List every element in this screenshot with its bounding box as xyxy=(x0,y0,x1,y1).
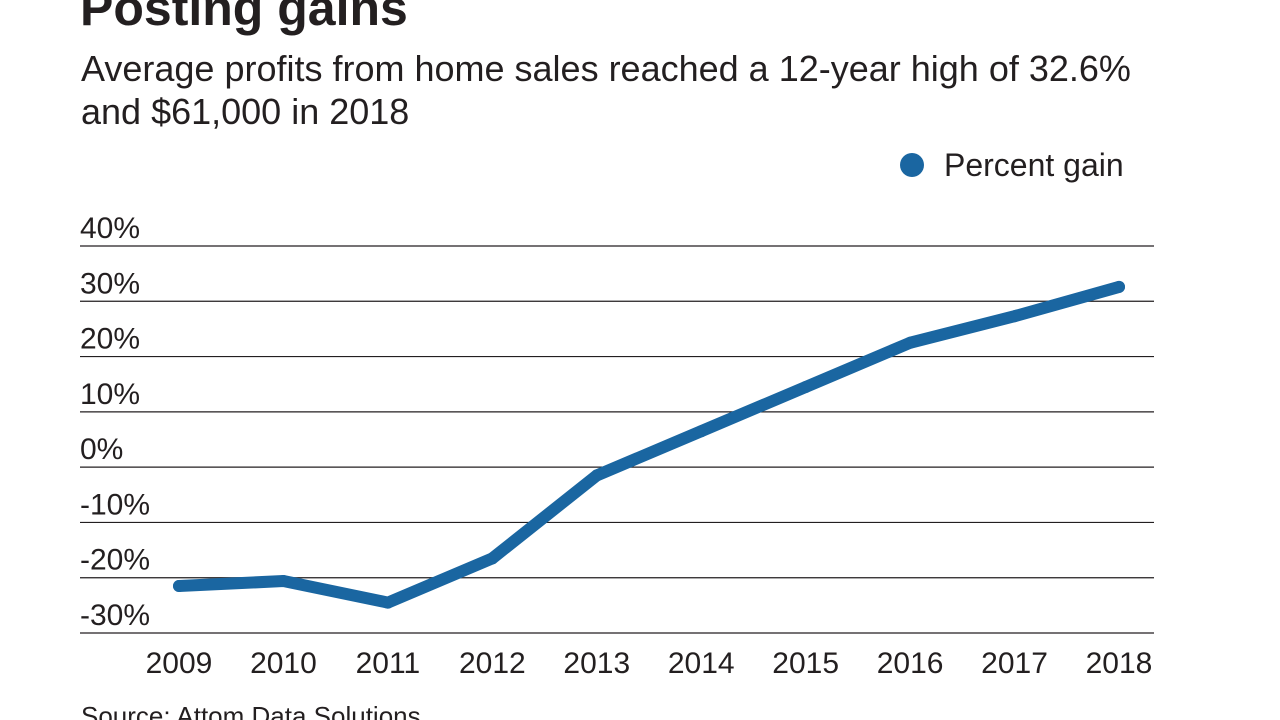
source-note: Source: Attom Data Solutions xyxy=(81,701,421,720)
x-tick-label: 2015 xyxy=(772,647,839,680)
x-axis-ticks: 2009 2010 2011 2012 2013 2014 2015 2016 2017 2018 xyxy=(146,647,1153,680)
y-tick-label: -10% xyxy=(80,488,150,521)
data-point xyxy=(904,336,917,349)
y-tick-label: -20% xyxy=(80,544,150,577)
series-line-percent-gain xyxy=(173,280,1125,609)
x-tick-label: 2018 xyxy=(1086,647,1153,680)
chart-title: Posting gains xyxy=(80,0,408,36)
chart-subtitle: Average profits from home sales reached … xyxy=(81,48,1131,132)
x-tick-label: 2011 xyxy=(356,647,421,680)
y-tick-label: 0% xyxy=(80,433,123,466)
data-point xyxy=(1113,280,1125,293)
x-tick-label: 2016 xyxy=(877,647,944,680)
y-tick-label: 40% xyxy=(80,212,140,245)
data-point xyxy=(381,596,394,609)
legend: Percent gain xyxy=(900,147,1124,183)
y-tick-label: 20% xyxy=(80,323,140,356)
legend-label: Percent gain xyxy=(944,147,1124,183)
x-tick-label: 2014 xyxy=(668,647,735,680)
legend-marker xyxy=(900,153,924,177)
y-tick-label: -30% xyxy=(80,599,150,632)
grid-lines xyxy=(80,245,1154,634)
series-group xyxy=(173,280,1125,609)
x-tick-label: 2009 xyxy=(146,647,213,680)
data-point xyxy=(799,380,812,393)
x-tick-label: 2010 xyxy=(250,647,317,680)
x-tick-label: 2013 xyxy=(563,647,630,680)
x-tick-label: 2012 xyxy=(459,647,526,680)
data-point xyxy=(486,552,499,565)
y-tick-label: 30% xyxy=(80,267,140,300)
data-point xyxy=(590,469,603,482)
data-point xyxy=(1008,310,1021,323)
data-point xyxy=(277,575,290,588)
data-point xyxy=(695,425,708,438)
x-tick-label: 2017 xyxy=(981,647,1048,680)
data-point xyxy=(173,580,185,593)
y-axis-ticks: 40% 30% 20% 10% 0% -10% -20% -30% xyxy=(80,212,150,632)
y-tick-label: 10% xyxy=(80,378,140,411)
